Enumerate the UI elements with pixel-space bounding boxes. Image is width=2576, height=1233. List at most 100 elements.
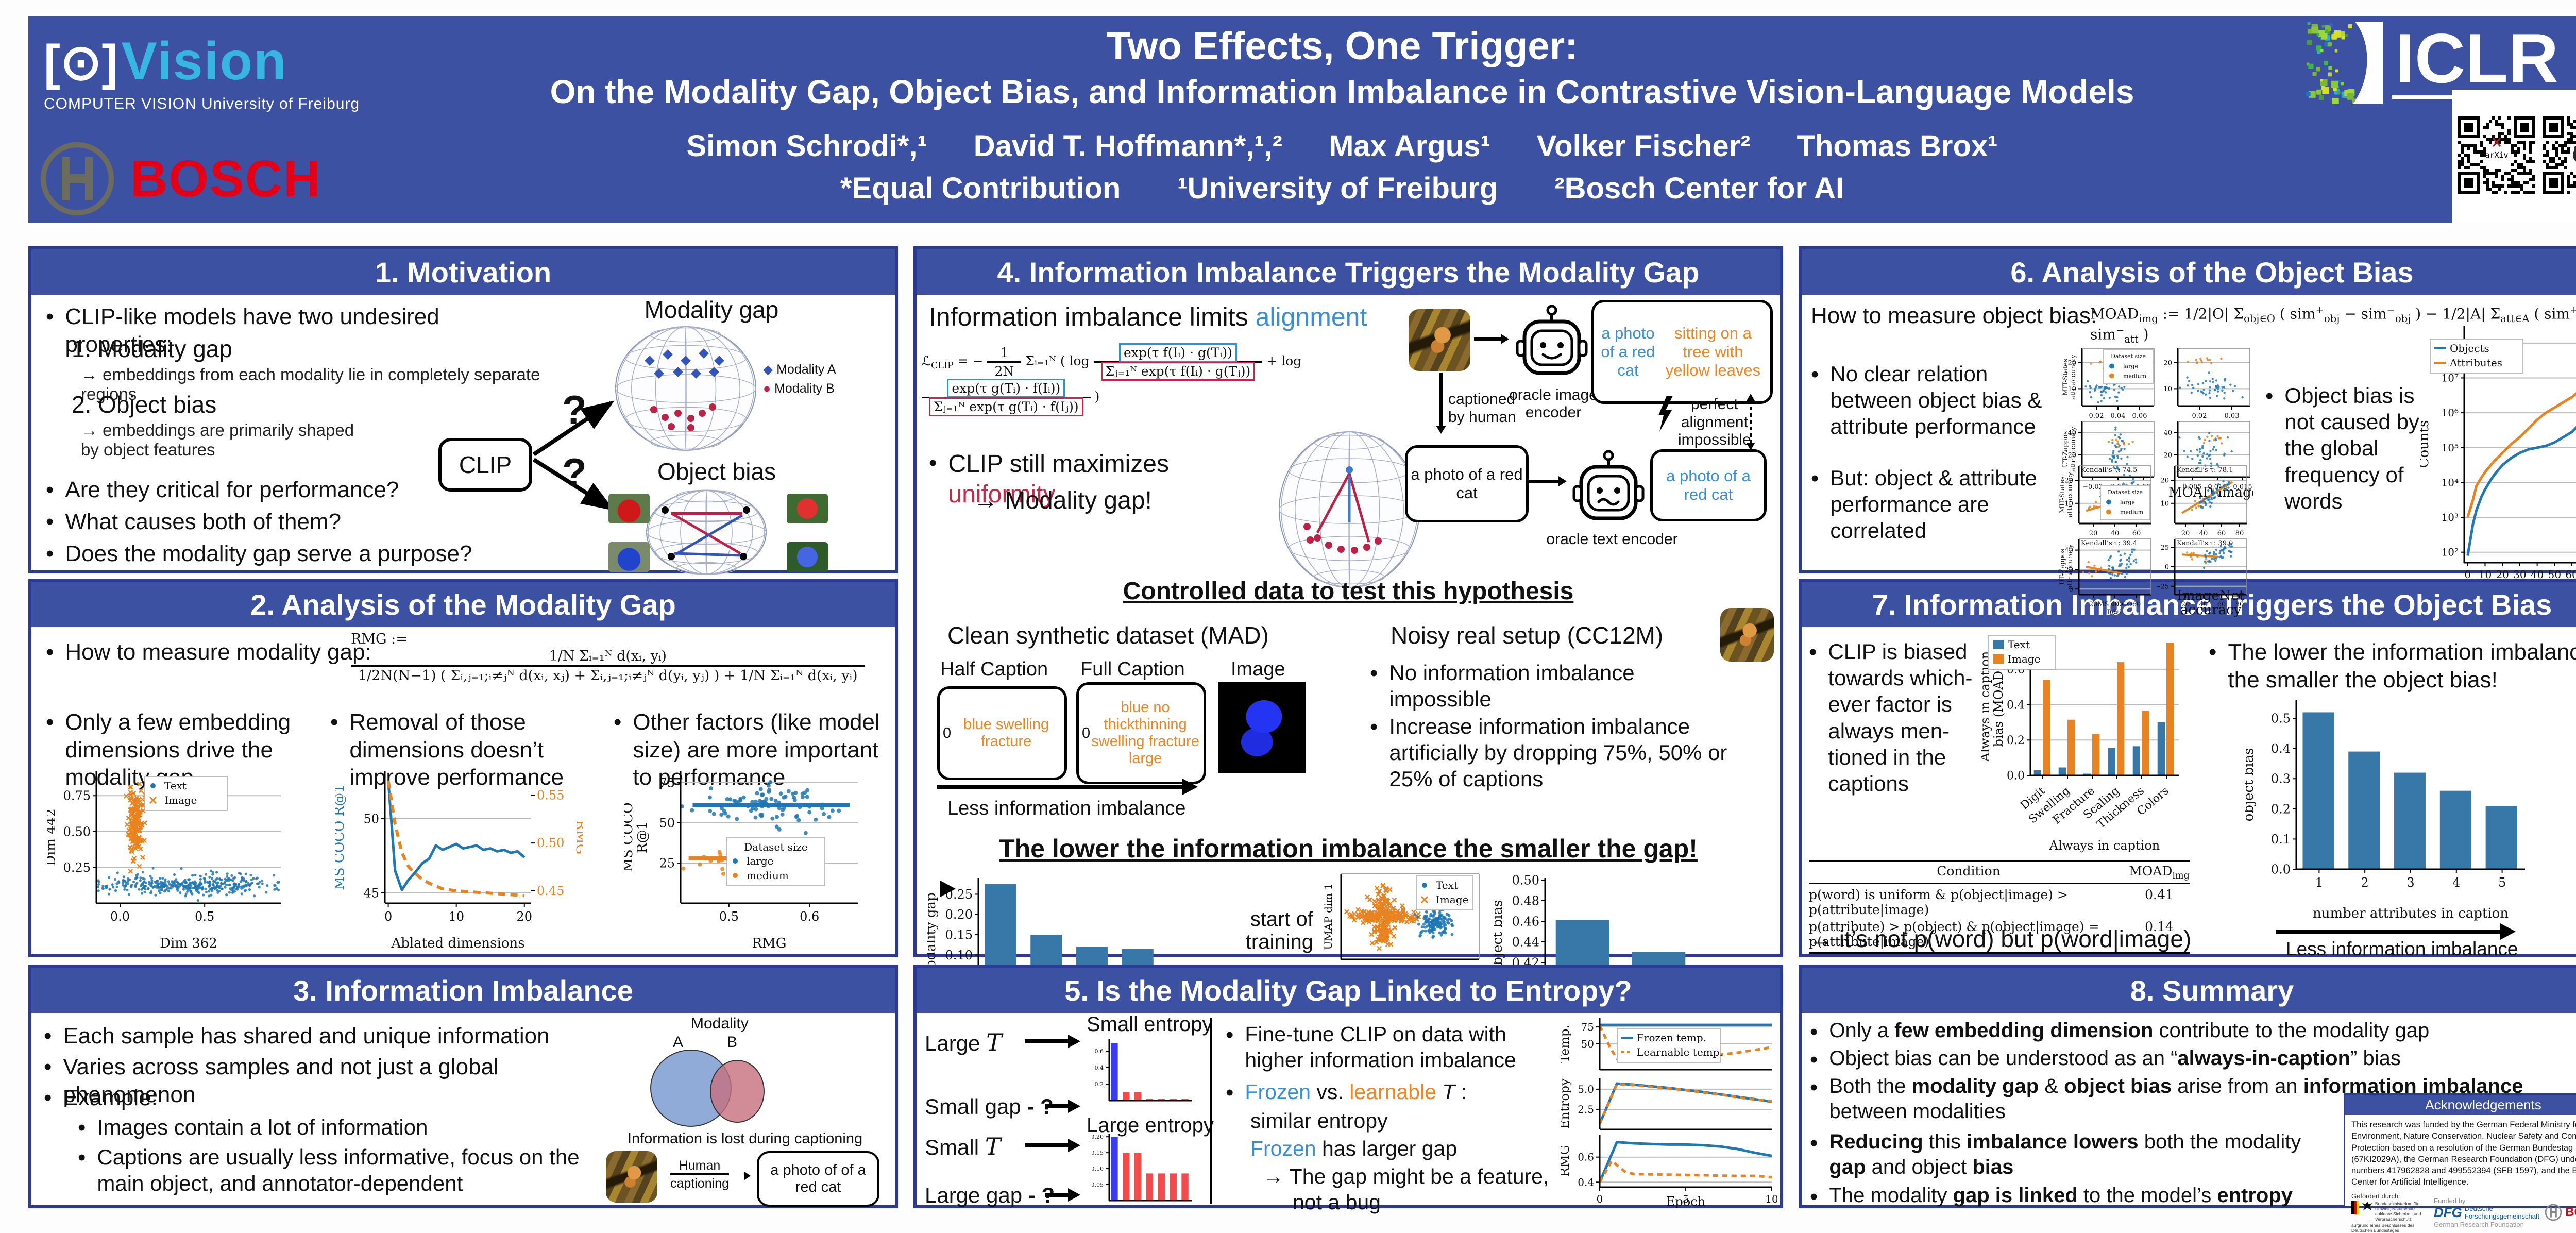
cat-image: [1409, 309, 1470, 371]
info-sub-bullet: Captions are usually less informative, f…: [97, 1145, 580, 1196]
small-gap-label: Small gap - ?: [925, 1094, 1054, 1119]
modality-gap-conclusion: → Modality gap!: [973, 487, 1152, 514]
svg-text:0.6: 0.6: [1095, 1048, 1104, 1055]
acknowledgements-text: This research was funded by the German F…: [2351, 1120, 2576, 1187]
arrow-right: [1474, 334, 1509, 344]
ministry-label: Bundesministerium für Umwelt, Naturschut…: [2375, 1201, 2421, 1222]
svg-text:0.25: 0.25: [63, 860, 91, 875]
vision-logo-icon: [⊙]: [44, 35, 118, 90]
rmg-epoch-chart: 0.4 0.6 0 5 10 RMG Epoch: [1557, 1131, 1778, 1211]
entropy-epoch-chart: 2.5 5.0 Entropy: [1557, 1075, 1777, 1137]
svg-text:0.04: 0.04: [2111, 412, 2126, 420]
author: Volker Fischer²: [1536, 129, 1751, 163]
svg-text:R@1: R@1: [635, 821, 650, 853]
panel-motivation-title: 1. Motivation: [31, 249, 895, 295]
umap-start-label: start of training: [1245, 908, 1313, 953]
svg-text:0.02: 0.02: [2089, 412, 2104, 420]
bosch-logo-text: BOSCH: [130, 149, 322, 208]
summary-bullet: Only a few embedding dimension contribut…: [1829, 1019, 2430, 1042]
arrow-right: [1045, 1100, 1080, 1113]
mini-scatter: 20 10 0.02 0.03: [2160, 344, 2253, 424]
svg-text:Image: Image: [164, 794, 197, 806]
how-measure-object-bias: How to measure object bias:: [1811, 303, 2097, 328]
less-imbalance-arrow: [937, 779, 1198, 795]
moad-table: Condition MOADimg p(word) is uniform & p…: [1809, 860, 2190, 954]
mini-scatter: 20 10 20 40 60 MIT-States attr accuracy Dataset…: [2056, 462, 2154, 542]
panel-motivation: 1. Motivation • CLIP-like models have two…: [28, 246, 898, 575]
arrow-right: [1527, 476, 1567, 486]
svg-text:UMAP dim 1: UMAP dim 1: [1324, 884, 1334, 950]
svg-text:object bias: object bias: [1494, 900, 1505, 974]
svg-text:number attributes in caption: number attributes in caption: [2313, 906, 2509, 921]
cat-image: [606, 1151, 657, 1203]
svg-text:arXiv: arXiv: [2485, 150, 2508, 160]
svg-text:RMG: RMG: [1561, 1145, 1572, 1177]
imbalance-limits-alignment: Information imbalance limits alignment: [929, 302, 1367, 331]
svg-text:20: 20: [2163, 360, 2172, 367]
svg-text:0.20: 0.20: [945, 907, 973, 922]
svg-text:60: 60: [2217, 530, 2226, 537]
affiliation: ¹University of Freiburg: [1177, 172, 1498, 205]
svg-text:1: 1: [2315, 875, 2323, 890]
poster-title-line1: Two Effects, One Trigger:: [1106, 24, 1578, 68]
oracle-text-encoder-label: oracle text encoder: [1546, 531, 1678, 548]
svg-text:Dataset size: Dataset size: [2111, 353, 2146, 360]
svg-text:Dataset size: Dataset size: [744, 841, 807, 853]
svg-text:Epoch: Epoch: [1666, 1194, 1705, 1209]
panel-imbalance-triggers-bias: 7. Information Imbalance Triggers the Ob…: [1799, 579, 2576, 959]
svg-text:0.50: 0.50: [63, 824, 91, 839]
motivation-item-modality-gap: 1. Modality gap: [72, 335, 232, 362]
svg-text:40: 40: [2163, 429, 2172, 437]
svg-text:4: 4: [2452, 875, 2460, 890]
small-entropy-chart: 0.2 0.4 0.6: [1092, 1036, 1195, 1110]
acknowledgements-title: Acknowledgements: [2345, 1095, 2576, 1115]
svg-text:0.03: 0.03: [2225, 412, 2240, 420]
svg-text:Attributes: Attributes: [2449, 357, 2502, 369]
svg-text:25: 25: [659, 856, 675, 870]
svg-text:0: 0: [1597, 1193, 1603, 1205]
info-sub-bullet: Images contain a lot of information: [97, 1115, 428, 1139]
half-caption-label: Half Caption: [940, 658, 1048, 680]
svg-text:Kendall’s τ: 39.0: Kendall’s τ: 39.0: [2177, 539, 2233, 547]
svg-text:10³: 10³: [2442, 511, 2459, 523]
speech-bubble-rich-caption: a photo of a red cat sitting on a tree w…: [1591, 300, 1773, 404]
small-entropy-label: Small entropy: [1087, 1013, 1213, 1036]
arrow-right: [1025, 1139, 1080, 1152]
motivation-note: → embeddings from each modality lie in c…: [81, 365, 540, 403]
captioned-by-human-label: captioned by human: [1448, 391, 1516, 426]
venn-diagram: [650, 1050, 765, 1127]
svg-text:10: 10: [2160, 500, 2169, 508]
info-bullet: Example:: [63, 1085, 158, 1110]
similar-entropy-text: similar entropy: [1250, 1109, 1388, 1133]
german-flag-icon: [2351, 1201, 2359, 1214]
svg-text:10⁶: 10⁶: [2442, 407, 2459, 419]
modality-gap-sphere: [614, 325, 758, 455]
svg-text:0.05: 0.05: [1092, 1181, 1104, 1188]
svg-text:large: large: [2123, 363, 2138, 369]
large-entropy-chart: 0.05 0.10 0.15 0.20: [1091, 1130, 1195, 1210]
svg-text:Counts: Counts: [2420, 420, 2432, 468]
svg-text:Text: Text: [2008, 638, 2030, 651]
table-header-moad: MOADimg: [2129, 864, 2190, 881]
svg-text:0.10: 0.10: [945, 948, 973, 962]
svg-text:Text: Text: [1436, 879, 1458, 891]
svg-text:10²: 10²: [2442, 546, 2459, 559]
svg-text:Kendall’s τ: 39.4: Kendall’s τ: 39.4: [2081, 539, 2137, 547]
svg-text:20: 20: [2089, 601, 2098, 609]
panel-object-bias-analysis: 6. Analysis of the Object Bias How to me…: [1799, 246, 2576, 607]
svg-text:40: 40: [2111, 601, 2120, 609]
svg-text:Frozen temp.: Frozen temp.: [1637, 1032, 1706, 1044]
info-bullet: Each sample has shared and unique inform…: [63, 1023, 550, 1049]
svg-text:25: 25: [2160, 544, 2169, 552]
svg-text:medium: medium: [2120, 509, 2144, 515]
affiliation: ²Bosch Center for AI: [1554, 172, 1844, 205]
svg-text:0: 0: [384, 909, 392, 924]
cc12m-bullet: Increase information imbalance artificia…: [1389, 714, 1727, 791]
svg-text:0.15: 0.15: [1092, 1150, 1104, 1156]
svg-text:60: 60: [2565, 568, 2576, 581]
poster-titles: Two Effects, One Trigger: On the Modalit…: [492, 24, 2192, 111]
svg-text:80: 80: [2235, 530, 2244, 537]
svg-text:0.02: 0.02: [2192, 412, 2207, 420]
table-header-condition: Condition: [1937, 864, 2001, 879]
motivation-question: Does the modality gap serve a purpose?: [65, 541, 472, 566]
